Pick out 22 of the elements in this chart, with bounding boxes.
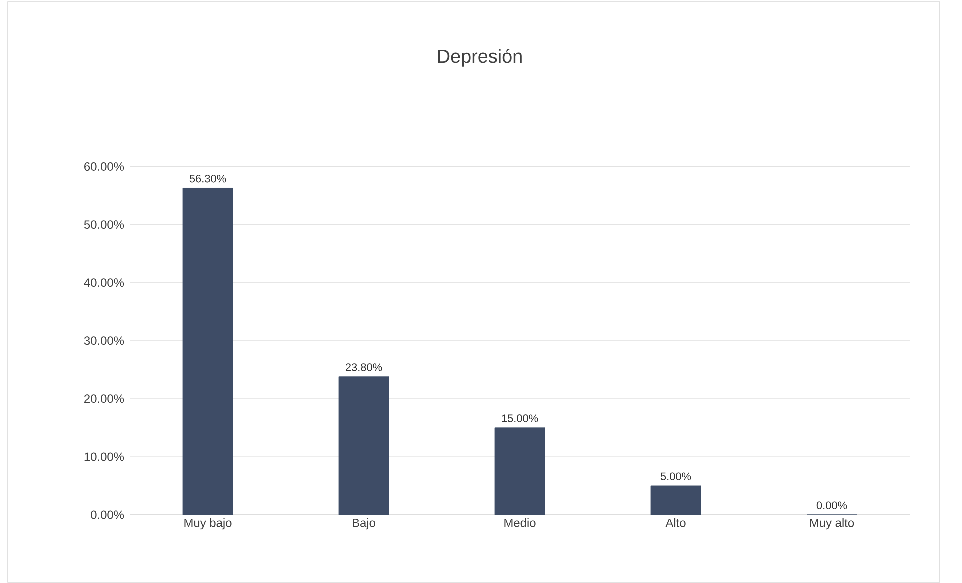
y-tick-label: 60.00% [84,162,124,171]
data-label: 15.00% [502,414,538,422]
bar [494,428,546,516]
y-tick-label: 10.00% [84,452,124,462]
data-label: 5.00% [660,472,692,480]
data-label: 23.80% [346,364,382,372]
x-tick-label: Medio [504,518,536,528]
y-tick-label: 50.00% [84,220,124,230]
chart-title: Depresión [438,49,522,67]
y-tick-label: 40.00% [84,278,124,288]
x-tick-label: Muy bajo [184,518,232,530]
bar [338,376,390,516]
bar [650,486,702,516]
x-tick-label: Alto [666,518,686,528]
data-label: 56.30% [190,174,226,183]
x-tick-label: Bajo [353,518,376,530]
y-tick-label: 20.00% [84,394,124,404]
y-tick-label: 0.00% [91,510,124,520]
y-tick-label: 30.00% [84,336,124,346]
bar [182,188,234,516]
x-tick-label: Muy alto [810,518,854,530]
data-label: 0.00% [816,502,848,510]
